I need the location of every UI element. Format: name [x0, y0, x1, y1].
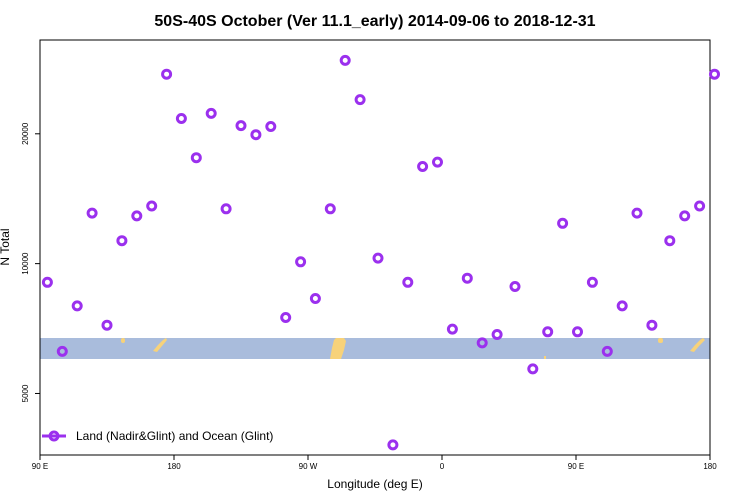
- data-point: [309, 293, 321, 304]
- data-point: [476, 337, 488, 349]
- data-point: [116, 235, 128, 247]
- data-point: [86, 207, 98, 219]
- plot-frame: [39, 39, 711, 456]
- data-point: [324, 203, 336, 215]
- data-point: [616, 300, 628, 312]
- y-axis-label: N Total: [0, 228, 12, 265]
- plot-area: [39, 39, 720, 456]
- data-point: [646, 319, 658, 331]
- x-tick-label: 0: [440, 462, 445, 471]
- data-point: [339, 54, 351, 66]
- legend-marker: [48, 430, 60, 442]
- data-point: [235, 120, 247, 132]
- data-point: [491, 329, 503, 340]
- data-points: [41, 54, 720, 451]
- data-point: [601, 345, 613, 357]
- y-tick-label: 10000: [21, 252, 30, 275]
- y-tick-label: 5000: [21, 384, 30, 402]
- data-point: [402, 276, 414, 288]
- x-tick-label: 180: [167, 462, 181, 471]
- data-point: [572, 326, 583, 338]
- chart-title: 50S-40S October (Ver 11.1_early) 2014-09…: [154, 13, 595, 30]
- data-point: [146, 200, 158, 212]
- land-mass: [658, 338, 663, 343]
- data-point: [131, 210, 143, 222]
- latitude-band: [40, 338, 710, 359]
- data-point: [509, 281, 521, 292]
- data-point: [101, 319, 113, 331]
- data-point: [265, 121, 277, 132]
- data-point: [432, 156, 443, 168]
- data-point: [557, 217, 569, 229]
- land-mass: [330, 338, 346, 359]
- land-mass: [121, 338, 125, 343]
- data-point: [372, 252, 384, 264]
- x-axis-label: Longitude (deg E): [327, 477, 422, 491]
- data-point: [205, 107, 217, 119]
- data-point: [280, 312, 292, 323]
- data-point: [527, 363, 539, 375]
- data-point: [679, 210, 691, 222]
- x-tick-label: 90 W: [299, 462, 318, 471]
- land-masses: [121, 338, 705, 359]
- data-point: [175, 113, 187, 124]
- data-point: [161, 68, 173, 80]
- data-point: [446, 323, 458, 335]
- land-mass: [153, 338, 167, 352]
- data-point: [664, 235, 676, 247]
- data-point: [709, 68, 720, 80]
- data-point: [694, 200, 706, 212]
- data-point: [417, 161, 429, 172]
- data-point: [41, 276, 53, 288]
- x-tick-label: 180: [703, 462, 717, 471]
- data-point: [56, 345, 68, 357]
- data-point: [631, 207, 643, 219]
- legend: Land (Nadir&Glint) and Ocean (Glint): [42, 429, 273, 443]
- data-point: [250, 129, 262, 141]
- legend-label: Land (Nadir&Glint) and Ocean (Glint): [76, 429, 273, 443]
- data-point: [220, 203, 232, 215]
- x-tick-label: 90 E: [32, 462, 48, 471]
- y-tick-label: 20000: [21, 122, 30, 145]
- y-axis: 5000 10000 20000: [21, 122, 40, 402]
- x-tick-label: 90 E: [568, 462, 584, 471]
- land-mass: [544, 356, 546, 359]
- data-point: [354, 94, 366, 106]
- x-axis: 90 E 180 90 W 0 90 E 180: [32, 455, 717, 471]
- data-point: [295, 256, 307, 268]
- data-point: [387, 439, 399, 451]
- data-point: [461, 272, 473, 284]
- land-mass: [690, 338, 705, 352]
- data-point: [71, 300, 83, 312]
- data-point: [190, 152, 202, 164]
- data-point: [542, 326, 554, 338]
- data-point: [586, 276, 598, 288]
